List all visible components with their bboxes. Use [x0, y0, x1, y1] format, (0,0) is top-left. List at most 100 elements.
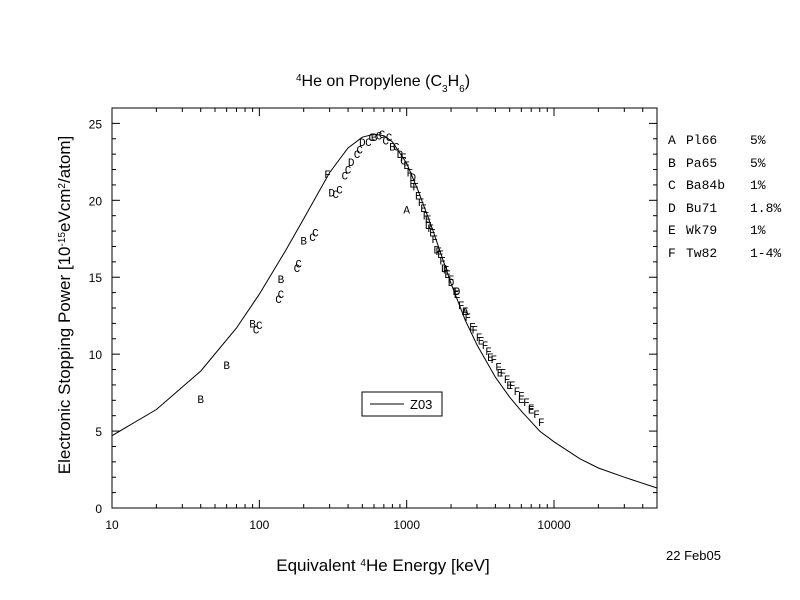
data-point-e: E: [478, 336, 485, 348]
data-point-f: F: [523, 398, 530, 410]
data-point-c: C: [256, 321, 263, 333]
y-tick-label: 10: [89, 348, 103, 362]
y-axis-label: Electronic Stopping Power [10-15eVcm2/at…: [55, 136, 74, 474]
data-point-f: F: [538, 418, 545, 430]
data-point-c: C: [368, 133, 375, 145]
data-point-e: E: [429, 229, 436, 241]
data-point-b: B: [197, 395, 204, 407]
data-point-c: C: [354, 150, 361, 162]
data-point-f: F: [471, 326, 478, 338]
data-point-c: C: [386, 133, 393, 145]
reference-uncertainty: 5%: [750, 155, 766, 171]
data-point-d: D: [359, 138, 366, 150]
reference-letter: F: [668, 245, 676, 261]
data-point-e: E: [420, 204, 427, 216]
data-point-e: E: [487, 353, 494, 365]
title-pre: He on Propylene (C: [302, 73, 443, 90]
data-point-b: B: [249, 319, 256, 331]
reference-uncertainty: 1-4%: [750, 245, 782, 261]
data-point-f: F: [504, 375, 511, 387]
reference-uncertainty: 5%: [750, 133, 766, 148]
title-sub1: 3: [442, 84, 448, 95]
data-point-f: F: [514, 387, 521, 399]
data-point-c: C: [253, 326, 260, 338]
data-point-f: F: [485, 347, 492, 359]
ylabel-sup1: -15: [57, 232, 68, 247]
data-point-f: F: [476, 333, 483, 345]
ylabel-pre: Electronic Stopping Power [10: [55, 246, 74, 474]
data-point-e: E: [403, 161, 410, 173]
data-point-d: D: [448, 278, 455, 290]
data-point-e: E: [469, 323, 476, 335]
reference-letter: C: [668, 178, 676, 193]
ylabel-mid: eVcm: [55, 189, 74, 232]
data-point-c: C: [400, 156, 407, 168]
data-point-d: D: [409, 173, 416, 185]
reference-code: Ba84b: [686, 178, 726, 193]
data-point-c: C: [336, 186, 343, 198]
z03-curve: [111, 133, 658, 489]
reference-letter: E: [668, 223, 676, 238]
data-point-a: A: [462, 307, 469, 319]
data-point-c: C: [278, 290, 285, 302]
data-point-b: B: [389, 143, 396, 155]
title-mid: H: [448, 73, 460, 90]
data-point-f: F: [458, 301, 465, 313]
data-point-f: F: [324, 170, 331, 182]
title-sub2: 6: [459, 84, 465, 95]
data-point-f: F: [495, 363, 502, 375]
data-point-c: C: [275, 295, 282, 307]
z03-curve-line: [111, 133, 658, 489]
data-point-b: B: [223, 361, 230, 373]
curve-legend-box: Z03: [361, 391, 443, 417]
xlabel-post: He Energy [keV]: [366, 556, 490, 575]
data-point-e: E: [506, 381, 513, 393]
reference-row: D Bu71 1.8%: [668, 198, 790, 221]
data-point-f: F: [439, 256, 446, 268]
data-point-e: E: [409, 179, 416, 191]
data-point-c: C: [393, 143, 400, 155]
data-point-b: B: [371, 133, 378, 145]
data-point-f: F: [518, 392, 525, 404]
y-tick-label: 0: [95, 502, 102, 516]
data-point-e: E: [528, 406, 535, 418]
data-point-d: D: [425, 221, 432, 233]
reference-legend: A Pl66 5% B Pa65 5% C Ba84b 1% D Bu71 1.8% E Wk79…: [668, 130, 790, 265]
reference-letter: D: [668, 200, 676, 216]
data-point-d: D: [441, 264, 448, 276]
reference-uncertainty: 1.8%: [750, 200, 782, 216]
data-point-e: E: [462, 307, 469, 319]
reference-uncertainty: 1%: [750, 223, 766, 238]
y-tick-label: 25: [89, 117, 103, 131]
data-point-f: F: [509, 381, 516, 393]
reference-code: Tw82: [686, 245, 718, 261]
reference-row: F Tw82 1-4%: [668, 243, 790, 266]
data-point-f: F: [443, 266, 450, 278]
xlabel-pre: Equivalent: [276, 556, 360, 575]
data-point-f: F: [448, 275, 455, 287]
data-point-f: F: [464, 313, 471, 325]
data-point-a: A: [403, 206, 410, 218]
y-tick-label: 20: [89, 194, 103, 208]
data-point-f: F: [427, 224, 434, 236]
ylabel-sup2: 2: [57, 183, 68, 189]
data-point-f: F: [533, 410, 540, 422]
plot-border: [111, 107, 658, 509]
data-point-d: D: [397, 150, 404, 162]
data-point-c: C: [309, 233, 316, 245]
data-point-d: D: [328, 189, 335, 201]
data-point-b: B: [300, 236, 307, 248]
data-point-d: D: [454, 287, 461, 299]
data-point-c: C: [345, 166, 352, 178]
reference-letter: A: [668, 133, 676, 148]
data-point-f: F: [435, 247, 442, 259]
data-point-f: F: [423, 212, 430, 224]
data-point-c: C: [376, 132, 383, 144]
title-sup: 4: [296, 73, 302, 84]
data-point-d: D: [348, 158, 355, 170]
data-point-c: C: [356, 146, 363, 158]
curve-legend-label: Z03: [410, 397, 432, 412]
ylabel-post: /atom]: [55, 136, 74, 183]
